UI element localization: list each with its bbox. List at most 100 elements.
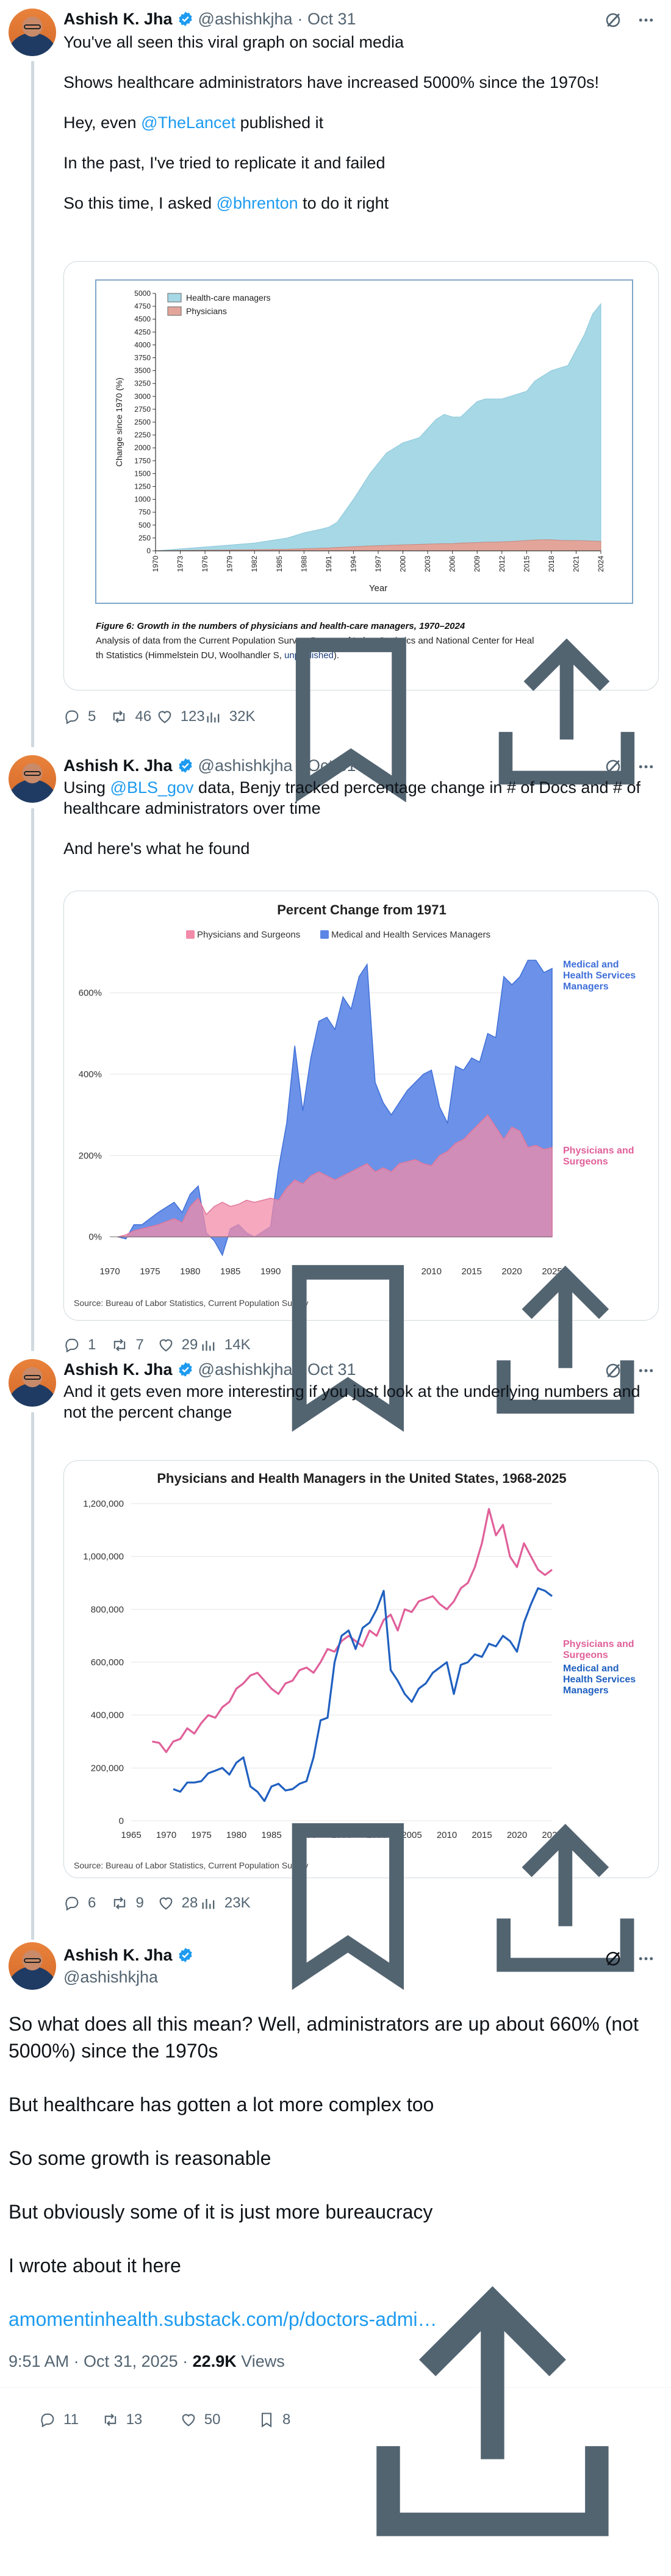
- post-actions: 1 7 29 14K: [63, 1265, 658, 1432]
- reply-button[interactable]: 5: [63, 708, 110, 725]
- external-link[interactable]: amomentinhealth.substack.com/p/doctors-a…: [9, 2308, 437, 2330]
- author-name[interactable]: Ashish K. Jha: [63, 1945, 173, 1964]
- repost-button[interactable]: 13: [102, 2411, 180, 2428]
- x-tick-label: 2020: [507, 1830, 527, 1840]
- x-tick-label: 1979: [226, 556, 234, 572]
- x-tick-label: 1970: [151, 556, 160, 572]
- views-button[interactable]: 14K: [200, 1336, 251, 1354]
- x-tick-label: 2010: [422, 1266, 442, 1277]
- author-name[interactable]: Ashish K. Jha: [63, 9, 173, 28]
- views-button[interactable]: 23K: [200, 1895, 251, 1912]
- chart-source: Source: Bureau of Labor Statistics, Curr…: [74, 1860, 308, 1870]
- grok-icon[interactable]: [604, 1950, 622, 1968]
- grok-icon[interactable]: [604, 758, 622, 776]
- reply-count: 1: [88, 1336, 96, 1353]
- repost-button[interactable]: 46: [110, 708, 156, 725]
- grok-icon[interactable]: [604, 1362, 622, 1380]
- mention-link[interactable]: @BLS_gov: [110, 778, 194, 797]
- author-name[interactable]: Ashish K. Jha: [63, 756, 173, 775]
- legend-swatch: [320, 930, 329, 939]
- chart-image-percent-change[interactable]: Percent Change from 1971 Physicians and S…: [63, 891, 659, 1321]
- author-handle[interactable]: @ashishkjha: [198, 1360, 293, 1379]
- post-paragraph: I wrote about it here: [9, 2255, 181, 2276]
- post-date[interactable]: · Oct 31: [297, 9, 356, 28]
- like-button[interactable]: 28: [157, 1895, 200, 1912]
- repost-button[interactable]: 7: [111, 1336, 157, 1354]
- bookmark-icon[interactable]: [251, 1806, 445, 2001]
- chart-image-absolute-numbers[interactable]: Physicians and Health Managers in the Un…: [63, 1460, 659, 1878]
- x-tick-label: 1975: [191, 1830, 211, 1840]
- legend-label: Medical and Health Services Managers: [331, 930, 490, 940]
- avatar[interactable]: [9, 1942, 56, 1990]
- more-options-icon[interactable]: [637, 1362, 655, 1380]
- chart-image-lancet[interactable]: 0 250 500 750 1000 1250 1500 1750 2000 2250 2500 27…: [63, 261, 659, 691]
- reply-button[interactable]: 11: [39, 2411, 102, 2428]
- bookmark-icon[interactable]: [255, 621, 447, 813]
- views-number: 22.9K: [192, 2352, 237, 2370]
- y-tick-label: 400%: [79, 1069, 102, 1080]
- avatar[interactable]: [9, 755, 56, 803]
- y-tick-label: 0: [146, 547, 151, 555]
- post-header: Ashish K. Jha @ashishkjha · Oct 31: [63, 10, 356, 28]
- views-label: Views: [236, 2352, 285, 2370]
- like-button[interactable]: 29: [157, 1336, 200, 1354]
- author-handle[interactable]: @ashishkjha: [198, 756, 293, 775]
- reply-button[interactable]: 1: [63, 1336, 111, 1354]
- post-timestamp-row: 9:51 AM · Oct 31, 2025 · 22.9K Views: [9, 2352, 285, 2371]
- mention-link[interactable]: @TheLancet: [141, 113, 236, 132]
- y-tick-label: 4750: [134, 302, 151, 310]
- more-options-icon[interactable]: [637, 1950, 655, 1968]
- like-button[interactable]: 123: [156, 708, 205, 725]
- heart-icon: [158, 711, 171, 723]
- author-handle[interactable]: @ashishkjha: [198, 9, 293, 28]
- x-tick-label: 2006: [448, 556, 457, 572]
- bookmark-icon[interactable]: [251, 1248, 445, 1443]
- author-name[interactable]: Ashish K. Jha: [63, 1360, 173, 1379]
- y-tick-label: 800,000: [91, 1604, 124, 1615]
- like-count: 28: [181, 1895, 198, 1911]
- post-date[interactable]: · Oct 31: [297, 1360, 356, 1379]
- series-end-label: Health Services: [563, 1674, 636, 1685]
- grok-icon[interactable]: [604, 11, 622, 29]
- legend-swatch: [186, 930, 195, 939]
- post-header: Ashish K. Jha @ashishkjha · Oct 31: [63, 1360, 356, 1379]
- post-paragraph: And here's what he found: [63, 839, 250, 858]
- views-button[interactable]: 32K: [205, 708, 255, 725]
- repost-button[interactable]: 9: [111, 1895, 157, 1912]
- series-end-label: Managers: [563, 1685, 609, 1696]
- more-options-icon[interactable]: [637, 11, 655, 29]
- mention-link[interactable]: @bhrenton: [216, 194, 298, 212]
- share-icon[interactable]: [473, 1252, 658, 1438]
- series-end-label: Surgeons: [563, 1157, 608, 1167]
- post-text: You've all seen this viral graph on soci…: [63, 32, 658, 233]
- post-header-handle: @ashishkjha: [63, 1968, 158, 1986]
- avatar[interactable]: [9, 9, 56, 56]
- repost-icon: [114, 1338, 126, 1352]
- reply-icon: [65, 1896, 79, 1911]
- x-tick-label: 1982: [250, 556, 259, 572]
- repost-count: 13: [126, 2411, 143, 2428]
- share-icon[interactable]: [336, 2264, 649, 2576]
- repost-icon: [104, 2413, 116, 2427]
- post-text: Using @BLS_gov data, Benjy tracked perce…: [63, 777, 658, 878]
- reply-button[interactable]: 6: [63, 1895, 111, 1912]
- post-actions: 5 46 123 32K: [63, 637, 658, 803]
- share-icon[interactable]: [473, 1810, 658, 1996]
- author-handle[interactable]: @ashishkjha: [63, 1967, 158, 1986]
- verified-badge-icon: [178, 758, 192, 773]
- share-icon[interactable]: [475, 625, 658, 808]
- more-options-icon[interactable]: [637, 758, 655, 776]
- reply-icon: [65, 710, 79, 725]
- thread-line: [31, 1412, 34, 1940]
- like-button[interactable]: 50: [180, 2411, 258, 2428]
- bookmark-button[interactable]: 8: [258, 2411, 336, 2428]
- x-tick-label: 1973: [176, 556, 185, 572]
- post-timestamp[interactable]: 9:51 AM · Oct 31, 2025 ·: [9, 2352, 193, 2370]
- avatar[interactable]: [9, 1359, 56, 1407]
- post-date[interactable]: · Oct 31: [297, 756, 356, 775]
- legend-label: Physicians: [186, 306, 227, 316]
- x-tick-label: 2015: [461, 1266, 481, 1277]
- y-tick-label: 4250: [134, 328, 151, 336]
- x-tick-label: 2021: [572, 556, 580, 572]
- y-tick-label: 2500: [134, 418, 151, 426]
